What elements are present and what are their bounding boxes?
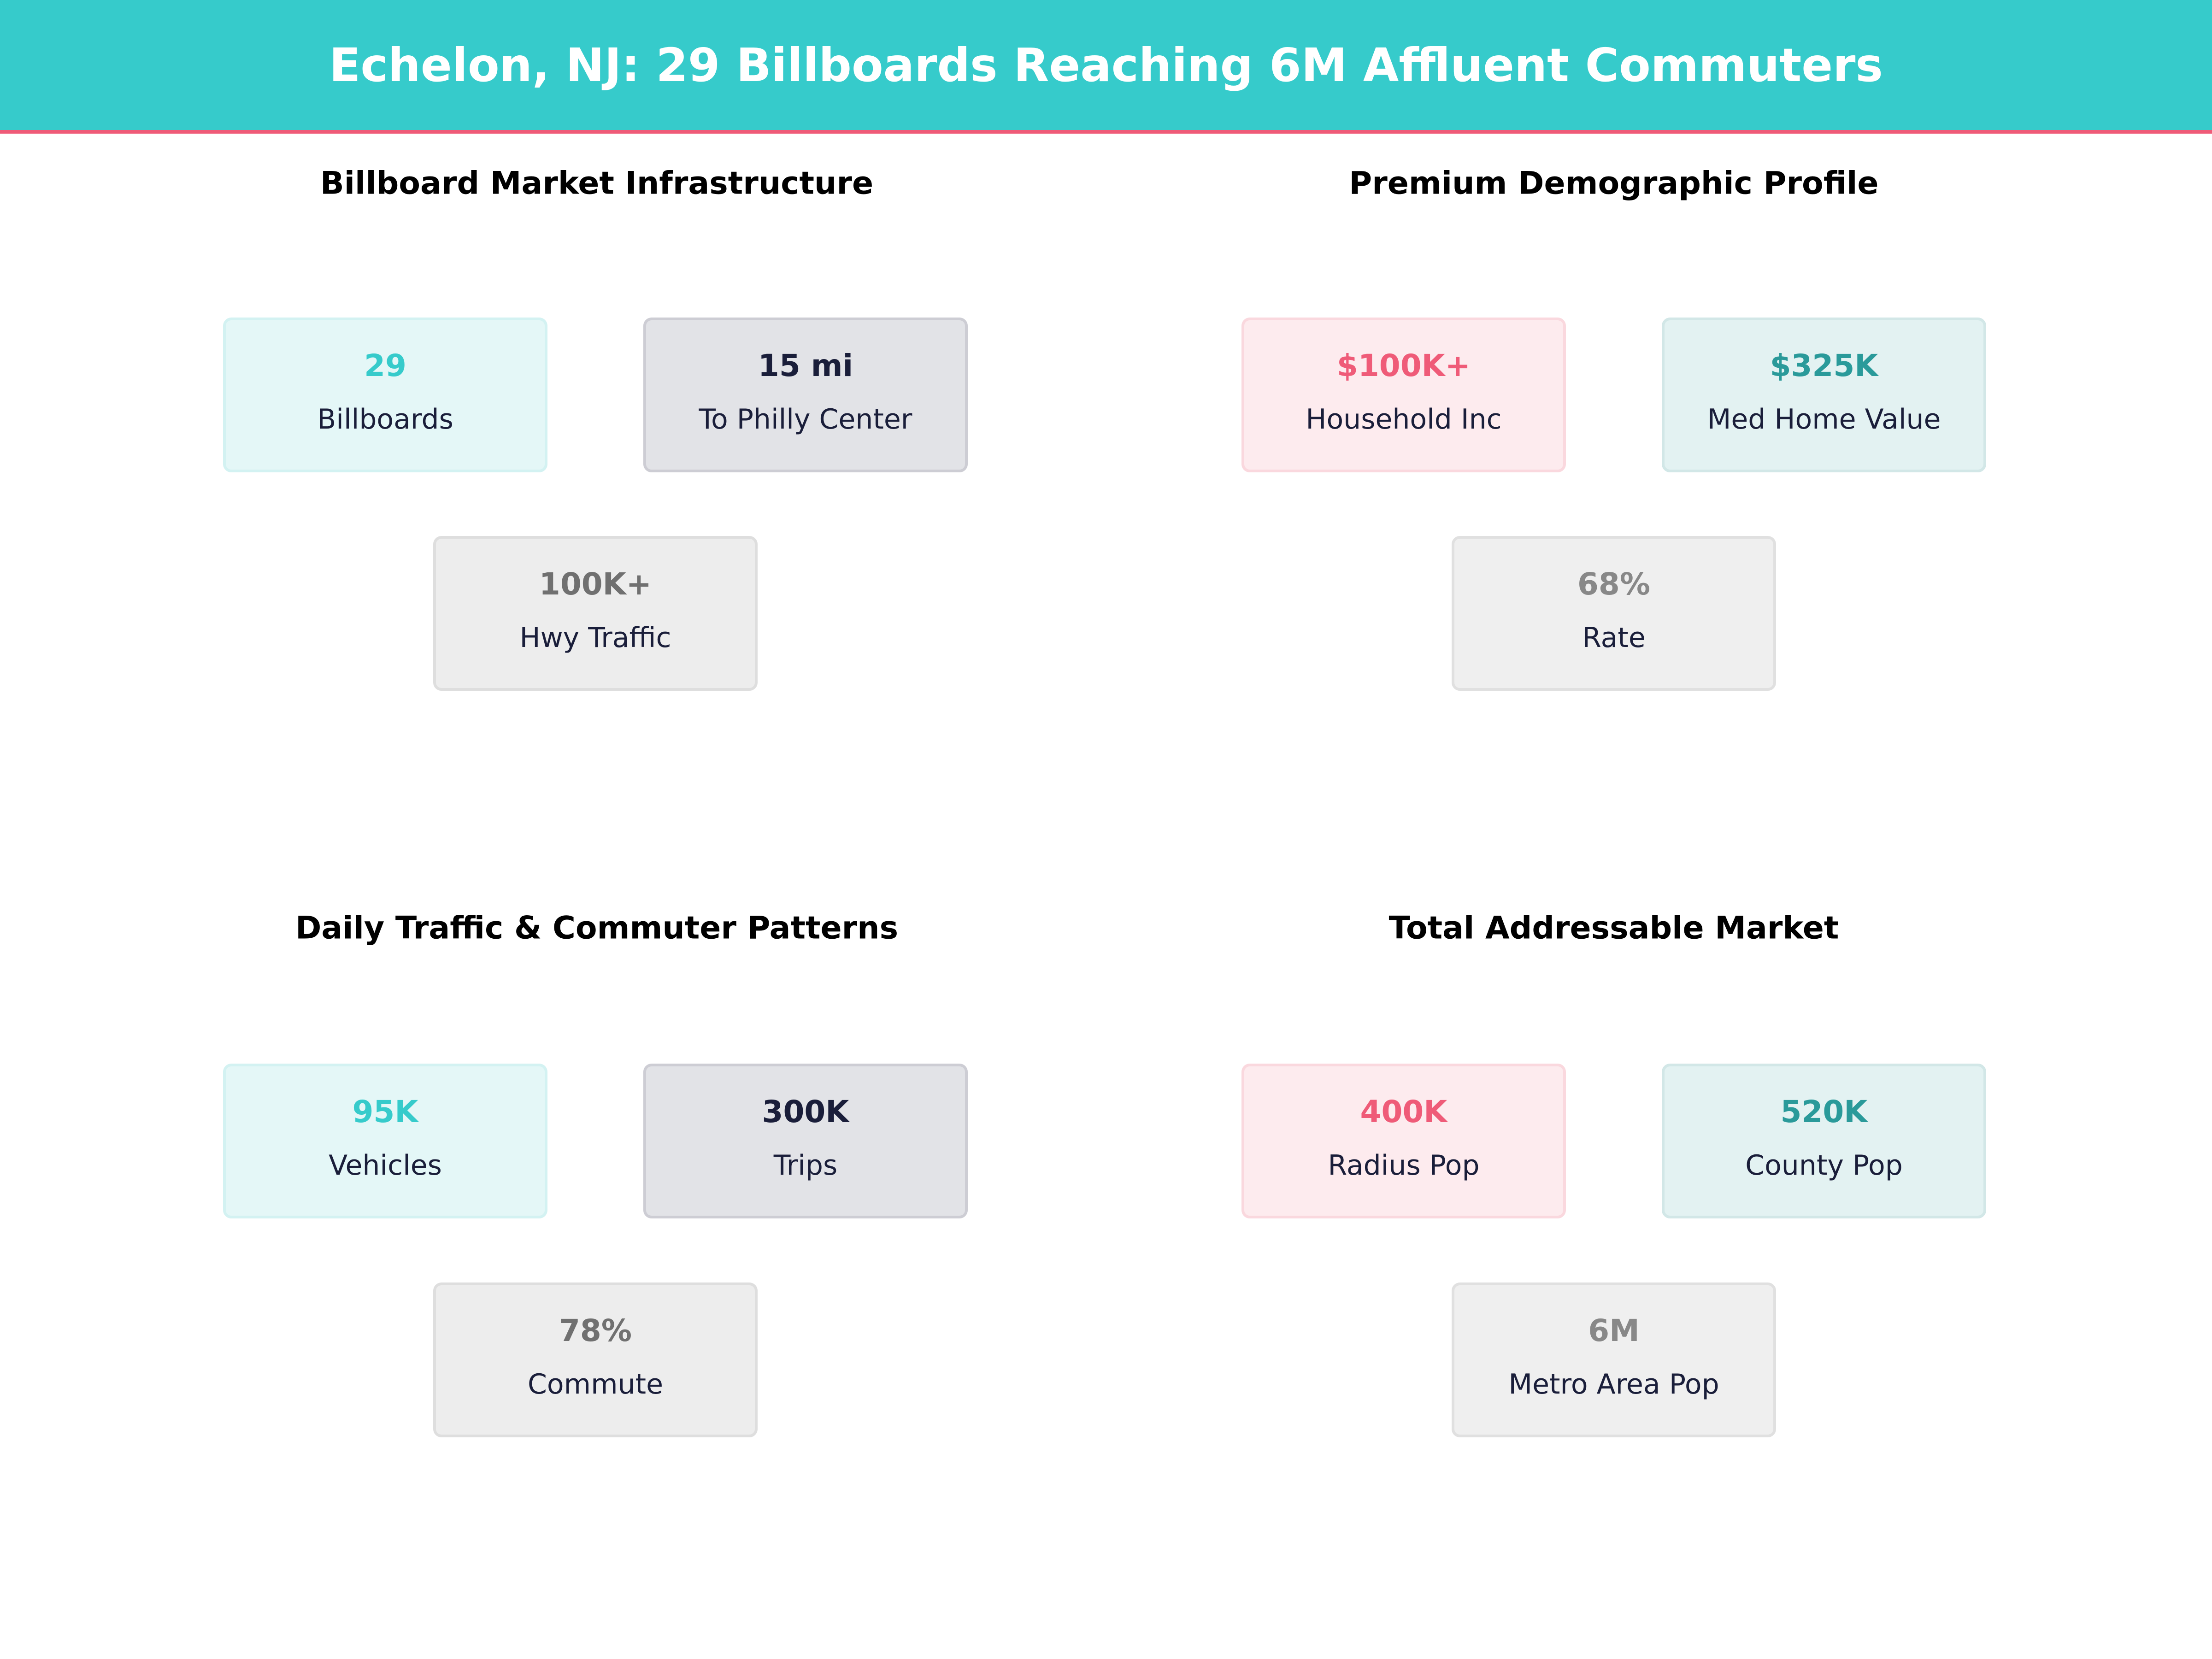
metric-value: 29 bbox=[364, 348, 406, 383]
metric-card: $100K+ Household Inc bbox=[1241, 318, 1566, 472]
metric-card: 29 Billboards bbox=[223, 318, 547, 472]
metric-card: 100K+ Hwy Traffic bbox=[433, 536, 758, 691]
metric-value: 95K bbox=[352, 1094, 418, 1130]
page-title: Echelon, NJ: 29 Billboards Reaching 6M A… bbox=[329, 38, 1883, 92]
panel-title: Total Addressable Market bbox=[1388, 910, 1839, 947]
metric-card: 400K Radius Pop bbox=[1241, 1064, 1566, 1218]
metric-value: 78% bbox=[559, 1313, 632, 1348]
metric-value: 6M bbox=[1588, 1313, 1640, 1348]
metric-value: 100K+ bbox=[539, 566, 652, 602]
panel-title: Daily Traffic & Commuter Patterns bbox=[295, 910, 899, 947]
metric-label: Hwy Traffic bbox=[519, 622, 671, 654]
metric-value: $325K bbox=[1770, 348, 1878, 383]
header-banner: Echelon, NJ: 29 Billboards Reaching 6M A… bbox=[0, 0, 2212, 134]
metric-label: Billboards bbox=[317, 403, 453, 435]
metric-value: 68% bbox=[1577, 566, 1650, 602]
metric-card: 95K Vehicles bbox=[223, 1064, 547, 1218]
metric-card: 520K County Pop bbox=[1662, 1064, 1986, 1218]
panel-title: Premium Demographic Profile bbox=[1349, 165, 1879, 202]
metric-label: Trips bbox=[773, 1149, 838, 1182]
metric-label: To Philly Center bbox=[699, 403, 912, 435]
metric-card: 15 mi To Philly Center bbox=[643, 318, 968, 472]
metric-label: Vehicles bbox=[329, 1149, 442, 1182]
metric-value: 15 mi bbox=[758, 348, 853, 383]
metric-card: 6M Metro Area Pop bbox=[1452, 1282, 1776, 1437]
metric-value: $100K+ bbox=[1336, 348, 1471, 383]
metric-label: Metro Area Pop bbox=[1508, 1368, 1719, 1400]
metric-label: Radius Pop bbox=[1328, 1149, 1480, 1182]
metric-card: 68% Rate bbox=[1452, 536, 1776, 691]
metric-label: County Pop bbox=[1745, 1149, 1903, 1182]
metric-label: Rate bbox=[1582, 622, 1646, 654]
metric-value: 400K bbox=[1360, 1094, 1447, 1130]
metric-card: 300K Trips bbox=[643, 1064, 968, 1218]
metric-value: 520K bbox=[1780, 1094, 1868, 1130]
metric-label: Commute bbox=[528, 1368, 663, 1400]
metric-label: Med Home Value bbox=[1707, 403, 1941, 435]
metric-label: Household Inc bbox=[1306, 403, 1502, 435]
metric-card: $325K Med Home Value bbox=[1662, 318, 1986, 472]
panel-title: Billboard Market Infrastructure bbox=[320, 165, 874, 202]
metric-card: 78% Commute bbox=[433, 1282, 758, 1437]
metric-value: 300K bbox=[762, 1094, 849, 1130]
